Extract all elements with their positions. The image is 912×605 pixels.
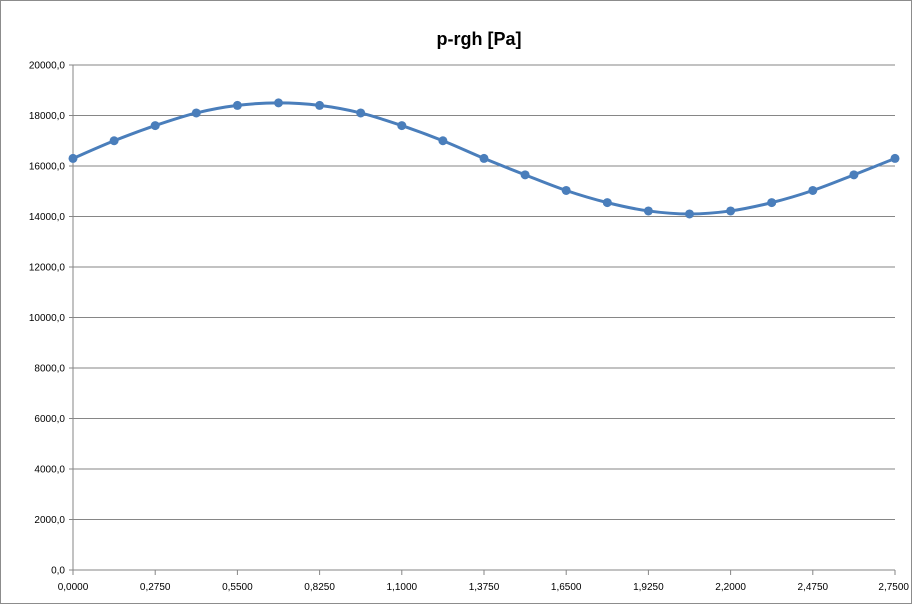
x-tick-label: 2,7500 — [878, 582, 909, 593]
data-point — [479, 153, 489, 163]
x-tick-label: 1,9250 — [633, 582, 664, 593]
data-point — [68, 153, 78, 163]
data-point — [643, 206, 653, 216]
x-tick-label: 2,4750 — [798, 582, 829, 593]
data-point — [685, 209, 694, 219]
y-tick-label: 0,0 — [51, 566, 65, 577]
x-tick-label: 0,2750 — [140, 582, 171, 593]
data-point — [232, 100, 242, 110]
data-point — [726, 206, 736, 216]
data-point — [397, 121, 407, 131]
x-tick-label: 1,3750 — [469, 582, 500, 593]
y-tick-label: 10000,0 — [29, 313, 66, 324]
y-tick-label: 20000,0 — [29, 61, 66, 72]
x-tick-label: 1,1000 — [387, 582, 418, 593]
data-point — [520, 170, 530, 180]
data-point — [767, 198, 777, 208]
data-point — [315, 100, 325, 110]
chart-title: p-rgh [Pa] — [437, 29, 522, 49]
x-tick-label: 0,0000 — [58, 582, 89, 593]
data-point — [274, 98, 283, 108]
x-tick-label: 2,2000 — [715, 582, 746, 593]
y-tick-label: 6000,0 — [34, 414, 65, 425]
series-layer — [68, 98, 900, 219]
y-tick-label: 4000,0 — [34, 465, 65, 476]
y-tick-label: 8000,0 — [34, 364, 65, 375]
data-point — [109, 136, 119, 146]
grid-layer — [73, 64, 895, 520]
data-point — [890, 153, 900, 163]
data-point — [561, 185, 571, 195]
data-point — [356, 108, 366, 118]
axis-layer: 0,0 2000,0 4000,0 6000,0 8000,0 10000,0 12000,… — [29, 61, 910, 594]
y-tick-label: 14000,0 — [29, 212, 66, 223]
y-tick-label: 16000,0 — [29, 162, 66, 173]
y-tick-label: 18000,0 — [29, 111, 66, 122]
x-tick-label: 0,5500 — [222, 582, 253, 593]
y-tick-label: 2000,0 — [34, 515, 65, 526]
x-tick-label: 1,6500 — [551, 582, 582, 593]
x-tick-label: 0,8250 — [304, 582, 335, 593]
data-point — [150, 121, 160, 131]
data-point — [602, 198, 612, 208]
data-point — [849, 170, 859, 180]
y-tick-label: 12000,0 — [29, 263, 66, 274]
data-point — [438, 136, 448, 146]
data-point — [808, 185, 818, 195]
data-point — [191, 108, 201, 118]
